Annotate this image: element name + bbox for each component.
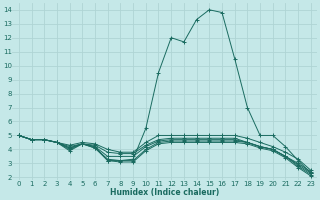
X-axis label: Humidex (Indice chaleur): Humidex (Indice chaleur) bbox=[110, 188, 220, 197]
